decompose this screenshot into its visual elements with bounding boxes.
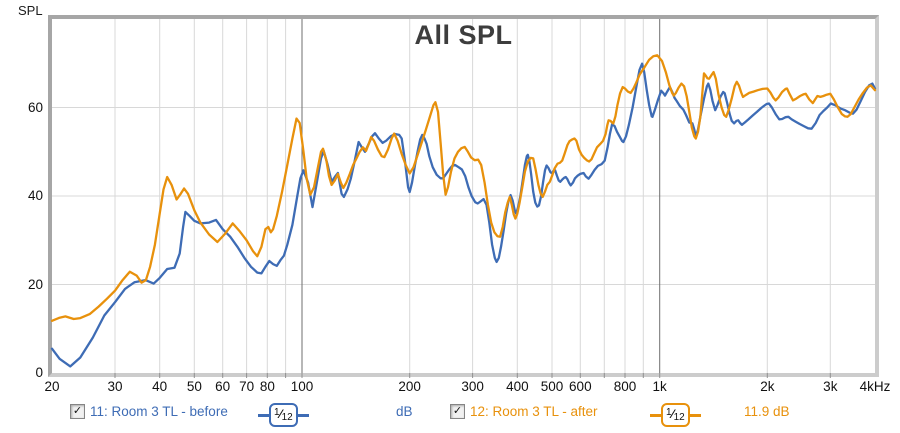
trace-11-unit: dB xyxy=(396,404,413,419)
trace-11-label[interactable]: 11: Room 3 TL - before xyxy=(90,404,228,419)
y-tick-label: 20 xyxy=(27,276,43,292)
trace-line-segment xyxy=(689,413,701,417)
y-tick-label: 40 xyxy=(27,188,43,203)
smoothing-fraction: 1⁄12 xyxy=(269,403,298,427)
x-tick-label: 600 xyxy=(569,379,592,394)
x-tick-label: 70 xyxy=(239,379,255,394)
y-tick-label: 0 xyxy=(35,365,43,380)
trace-line-segment xyxy=(258,413,269,417)
plot-area[interactable] xyxy=(48,15,879,378)
trace-12-label[interactable]: 12: Room 3 TL - after xyxy=(470,404,598,419)
x-tick-label: 50 xyxy=(186,379,202,394)
x-tick-label: 400 xyxy=(506,379,529,394)
y-axis-title: SPL xyxy=(18,3,43,18)
x-tick-label: 40 xyxy=(152,379,168,394)
trace-line-segment xyxy=(650,413,661,417)
x-tick-label: 30 xyxy=(107,379,123,394)
x-tick-label: 800 xyxy=(613,379,637,394)
trace-12-smoothing-badge[interactable]: 1⁄12 xyxy=(650,403,701,427)
x-tick-label: 300 xyxy=(461,379,484,394)
x-tick-label: 200 xyxy=(398,379,421,394)
x-tick-label: 3k xyxy=(823,379,838,394)
x-tick-label: 1k xyxy=(652,379,667,394)
trace-11-checkbox[interactable]: ✓ xyxy=(70,404,85,419)
checkmark-icon: ✓ xyxy=(452,405,463,417)
x-tick-label: 60 xyxy=(215,379,231,394)
x-tick-label: 20 xyxy=(44,379,60,394)
checkmark-icon: ✓ xyxy=(72,405,83,417)
trace-12-checkbox[interactable]: ✓ xyxy=(450,404,465,419)
trace-11-smoothing-badge[interactable]: 1⁄12 xyxy=(258,403,309,427)
trace-line-segment xyxy=(297,413,309,417)
x-tick-label: 80 xyxy=(259,379,275,394)
y-tick-label: 60 xyxy=(27,99,43,115)
trace-12-level-value: 11.9 dB xyxy=(744,404,790,419)
x-tick-label: 500 xyxy=(540,379,564,394)
spl-chart-canvas xyxy=(50,19,877,378)
x-tick-label: 2k xyxy=(760,379,775,394)
smoothing-fraction: 1⁄12 xyxy=(661,403,690,427)
x-tick-label: 100 xyxy=(290,379,314,394)
x-tick-label: 4kHz xyxy=(859,379,891,394)
